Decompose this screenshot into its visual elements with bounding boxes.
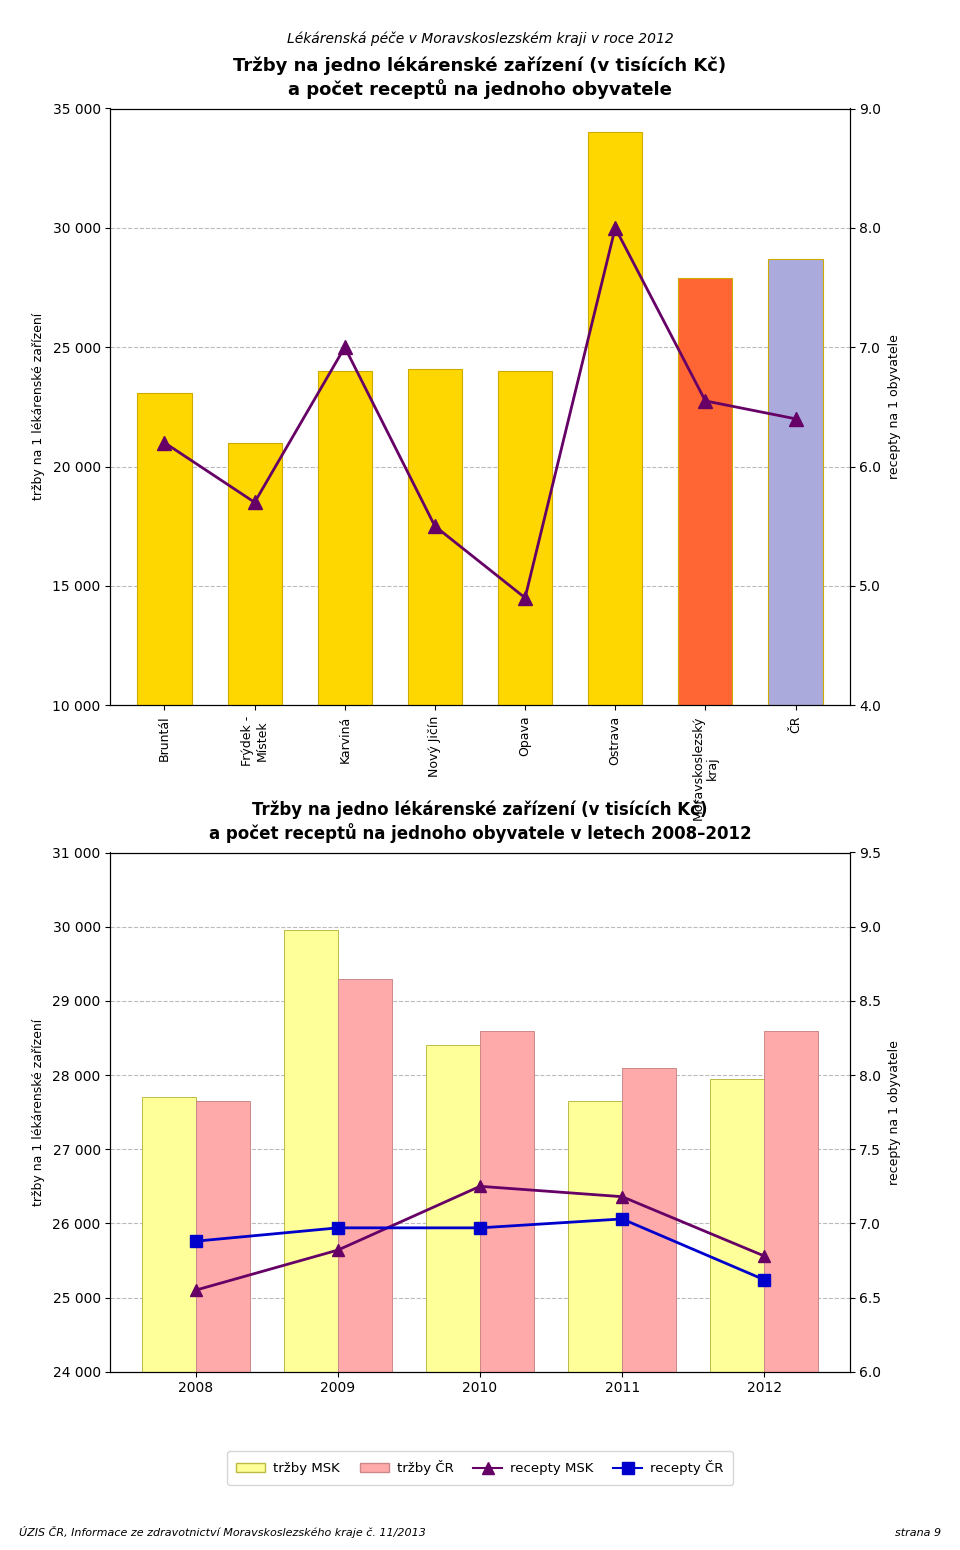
Title: Tržby na jedno lékárenské zařízení (v tisících Kč)
a počet receptů na jednoho ob: Tržby na jedno lékárenské zařízení (v ti… [208,801,752,843]
Bar [196,1100,250,1550]
Y-axis label: tržby na 1 lékárenské zařízení: tržby na 1 lékárenské zařízení [33,313,45,501]
Bar [480,1031,534,1550]
Bar [426,1045,480,1550]
Bar [137,392,192,944]
Bar [142,1097,196,1550]
Legend: Tržby, Recepty: Tržby, Recepty [364,891,596,925]
Bar [764,1031,818,1550]
Y-axis label: recepty na 1 obyvatele: recepty na 1 obyvatele [888,335,901,479]
Bar [568,1100,622,1550]
Bar [622,1068,676,1550]
Legend: tržby MSK, tržby ČR, recepty MSK, recepty ČR: tržby MSK, tržby ČR, recepty MSK, recept… [228,1451,732,1485]
Bar [710,1079,764,1550]
Text: Lékárenská péče v Moravskoslezském kraji v roce 2012: Lékárenská péče v Moravskoslezském kraji… [287,31,673,45]
Bar [318,370,372,944]
Title: Tržby na jedno lékárenské zařízení (v tisících Kč)
a počet receptů na jednoho ob: Tržby na jedno lékárenské zařízení (v ti… [233,57,727,99]
Bar [408,369,462,944]
Text: strana 9: strana 9 [895,1528,941,1538]
Text: ÚZIS ČR, Informace ze zdravotnictví Moravskoslezského kraje č. 11/2013: ÚZIS ČR, Informace ze zdravotnictví Mora… [19,1525,426,1538]
Bar [338,978,392,1550]
Bar [588,132,642,944]
Y-axis label: recepty na 1 obyvatele: recepty na 1 obyvatele [888,1040,901,1184]
Bar [228,443,281,944]
Bar [679,277,732,944]
Y-axis label: tržby na 1 lékárenské zařízení: tržby na 1 lékárenské zařízení [33,1018,45,1206]
Bar [768,259,823,944]
Bar [498,370,552,944]
Bar [284,930,338,1550]
